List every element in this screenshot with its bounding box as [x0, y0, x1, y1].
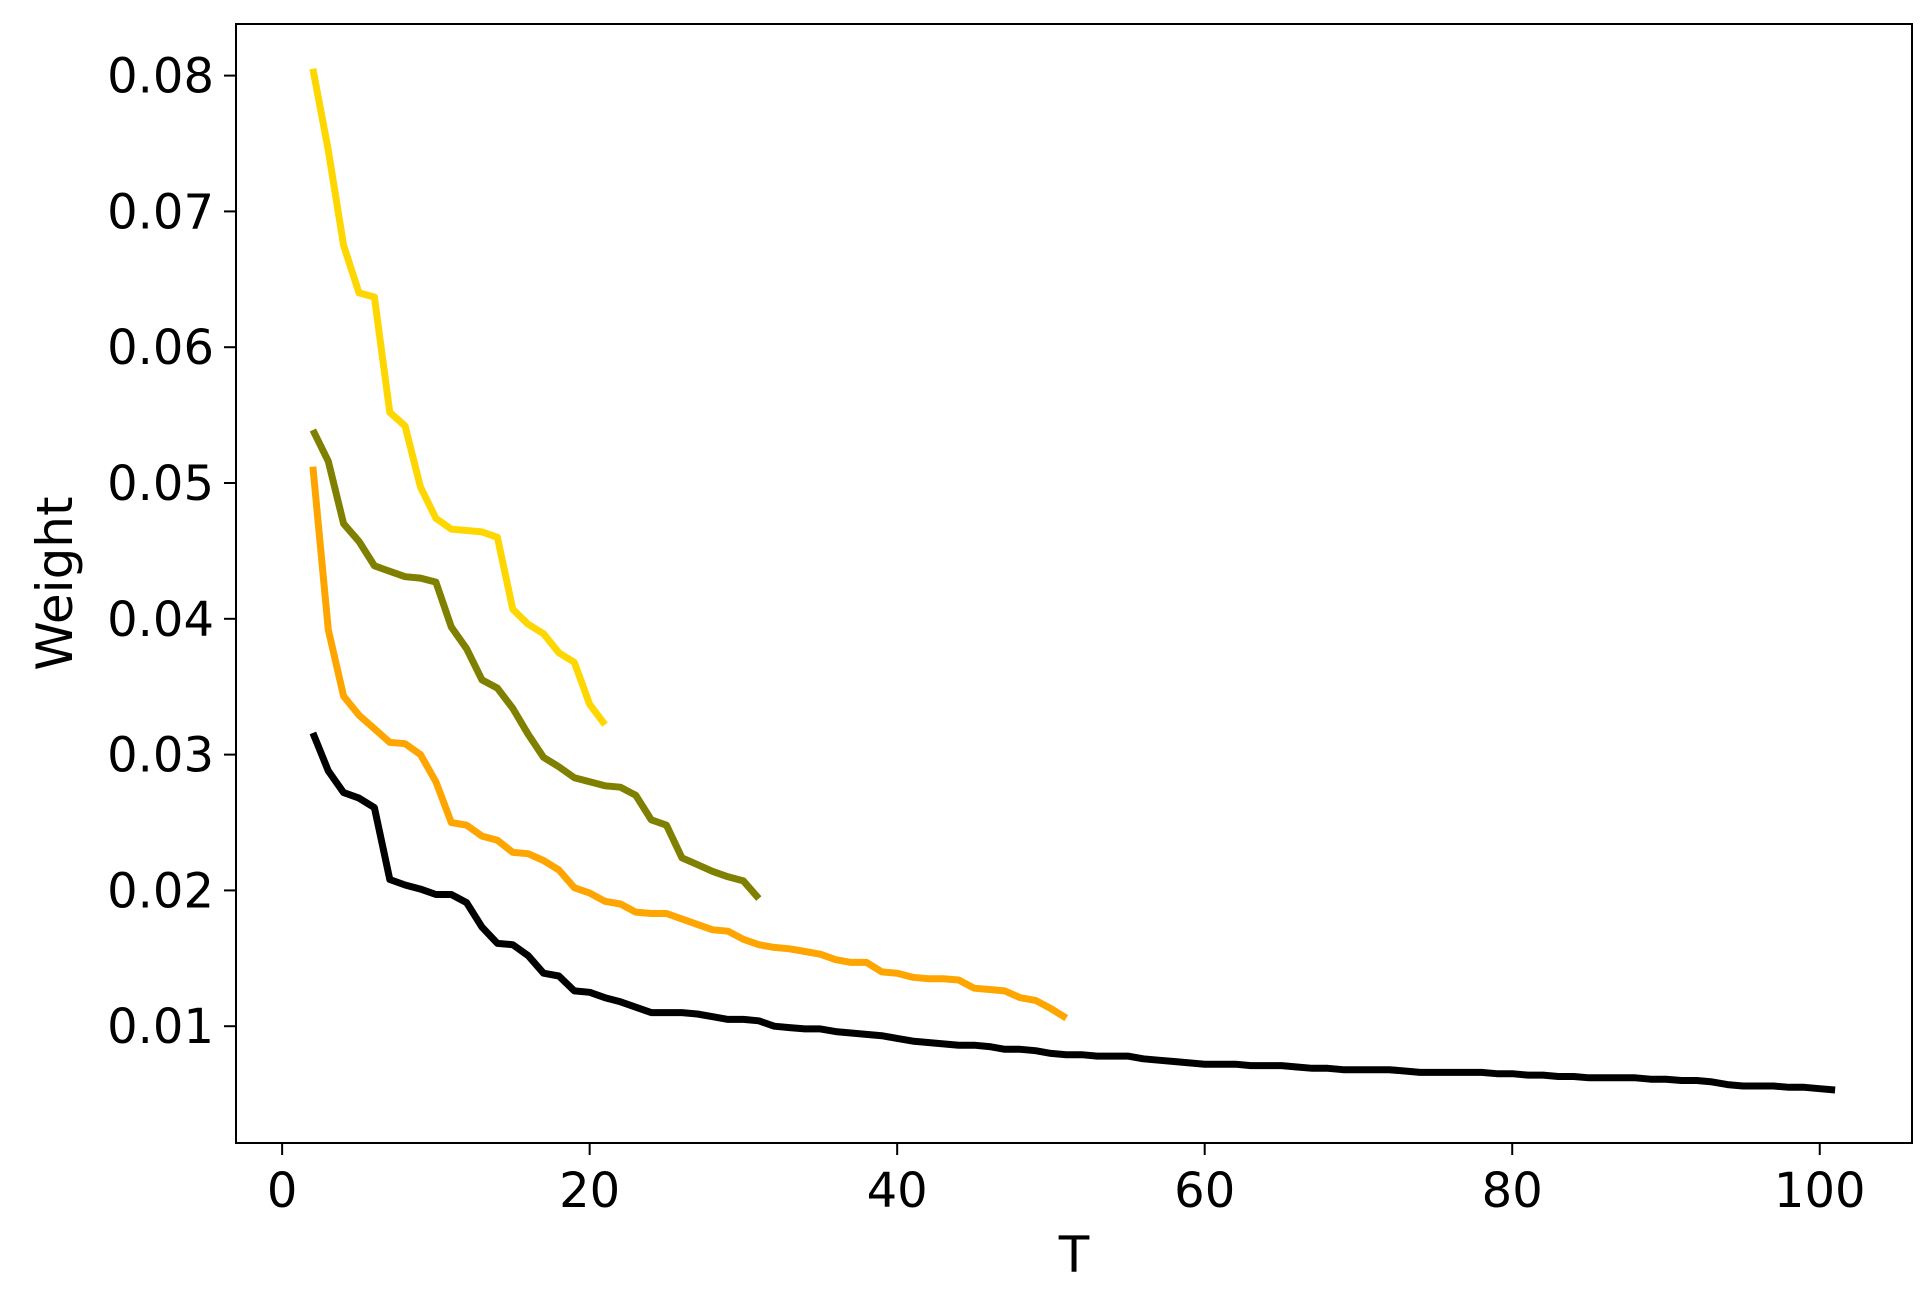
y-axis-label: Weight [26, 496, 84, 670]
series-line-1 [309, 68, 608, 727]
x-tick-label: 40 [867, 1163, 928, 1219]
x-tick-label: 80 [1482, 1163, 1543, 1219]
y-tick-label: 0.08 [107, 49, 214, 105]
x-tick-label: 60 [1174, 1163, 1235, 1219]
y-tick-label: 0.07 [107, 184, 214, 240]
series-line-2 [309, 428, 762, 901]
y-tick-label: 0.02 [107, 863, 214, 919]
plot-frame [235, 23, 1913, 1144]
x-tick-label: 0 [267, 1163, 298, 1219]
series-layer [309, 68, 1836, 1094]
series-line-4 [309, 731, 1836, 1094]
x-tick-label: 20 [559, 1163, 620, 1219]
y-tick-label: 0.05 [107, 456, 214, 512]
y-tick-label: 0.06 [107, 320, 214, 376]
y-tick-label: 0.03 [107, 728, 214, 784]
series-line-3 [309, 466, 1069, 1022]
x-axis-ticks: 0 20 40 60 80 100 [267, 1143, 1866, 1219]
x-tick-label: 100 [1774, 1163, 1866, 1219]
x-axis-label: T [1058, 1226, 1090, 1284]
y-tick-label: 0.04 [107, 592, 214, 648]
y-axis-ticks: 0.01 0.02 0.03 0.04 0.05 0.06 0.07 0.08 [107, 49, 236, 1055]
y-tick-label: 0.01 [107, 999, 214, 1055]
